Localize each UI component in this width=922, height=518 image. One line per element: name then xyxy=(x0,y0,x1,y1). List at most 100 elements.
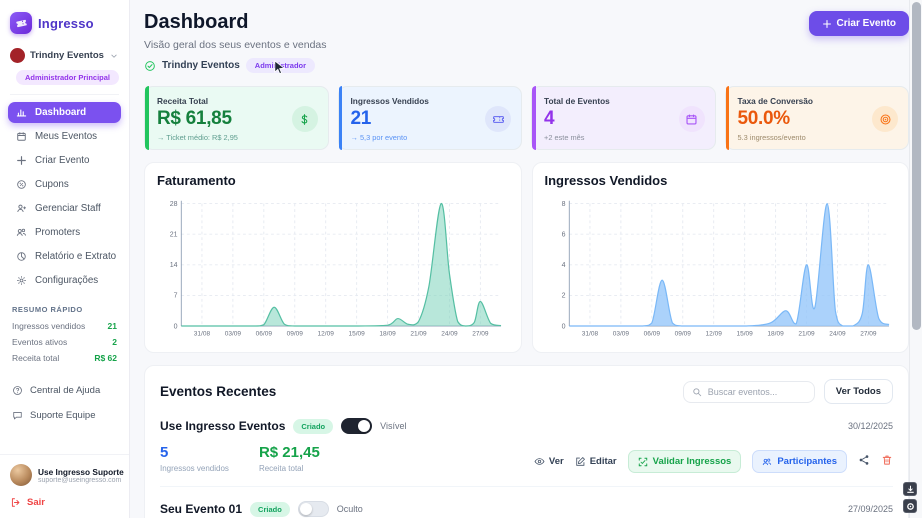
svg-text:31/08: 31/08 xyxy=(581,330,598,337)
stat-subtext: 5.3 ingressos/evento xyxy=(737,133,806,142)
stat-cards: Receita Total R$ 61,85 → Ticket médio: R… xyxy=(144,86,909,150)
summary-row: Receita total R$ 62 xyxy=(12,353,117,363)
event-tickets-stat: 5 Ingressos vendidos xyxy=(160,444,229,473)
sidebar-item-promoters[interactable]: Promoters xyxy=(8,222,121,243)
svg-text:2: 2 xyxy=(561,293,565,300)
sidebar-item-label: Criar Evento xyxy=(35,155,90,166)
validate-tickets-button[interactable]: Validar Ingressos xyxy=(627,450,742,473)
svg-text:0: 0 xyxy=(174,323,178,330)
sidebar-item-relatorio-extrato[interactable]: Relatório e Extrato xyxy=(8,246,121,267)
plus-icon xyxy=(822,19,832,29)
org-name: Trindny Eventos xyxy=(30,50,104,61)
event-revenue-stat: R$ 21,45 Receita total xyxy=(259,444,320,473)
sidebar: Ingresso Trindny Eventos Administrador P… xyxy=(0,0,130,518)
visibility-toggle[interactable] xyxy=(297,501,329,517)
eye-icon xyxy=(534,456,545,467)
sidebar-item-cupons[interactable]: Cupons xyxy=(8,174,121,195)
sidebar-item-criar-evento[interactable]: Criar Evento xyxy=(8,150,121,171)
svg-text:31/08: 31/08 xyxy=(194,330,211,337)
delete-button[interactable] xyxy=(881,454,893,469)
edit-event-button[interactable]: Editar xyxy=(575,456,617,467)
visibility-toggle[interactable] xyxy=(341,418,373,434)
quick-summary: RESUMO RÁPIDO Ingressos vendidos 21 Even… xyxy=(0,291,129,369)
scrollbar-thumb[interactable] xyxy=(912,2,921,330)
summary-value: R$ 62 xyxy=(94,353,117,363)
stat-label: Taxa de Conversão xyxy=(737,96,813,106)
faturamento-chart-card: Faturamento 0 7 14 21 28 31/08 03/09 06/09 09/09… xyxy=(144,162,522,353)
trash-icon xyxy=(881,454,893,466)
ticket-logo-icon xyxy=(10,12,32,34)
check-circle-icon xyxy=(144,60,156,72)
floating-buttons xyxy=(903,482,917,513)
page-scrollbar[interactable] xyxy=(909,0,922,518)
chevron-down-icon xyxy=(109,51,119,61)
chat-icon xyxy=(12,410,23,421)
view-event-button[interactable]: Ver xyxy=(534,456,564,467)
help-center-link[interactable]: Central de Ajuda xyxy=(12,385,117,396)
ticket-icon xyxy=(485,106,511,132)
participants-label: Participantes xyxy=(777,456,837,467)
revenue-value: R$ 21,45 xyxy=(258,444,320,461)
validate-label: Validar Ingressos xyxy=(652,456,732,467)
search-events-box[interactable] xyxy=(682,380,815,403)
logout-icon xyxy=(10,497,21,508)
user-profile[interactable]: Use Ingresso Suporte suporte@useingresso… xyxy=(10,464,124,486)
svg-text:6: 6 xyxy=(561,232,565,239)
svg-text:4: 4 xyxy=(561,262,565,269)
sidebar-item-configuracoes[interactable]: Configurações xyxy=(8,270,121,291)
download-float-button[interactable] xyxy=(903,482,917,496)
edit-icon xyxy=(575,456,586,467)
user-block: Use Ingresso Suporte suporte@useingresso… xyxy=(0,454,129,518)
create-event-label: Criar Evento xyxy=(836,18,896,29)
event-title-row: Seu Evento 01 Criado Oculto 27/09/2025 xyxy=(160,501,893,517)
svg-text:18/09: 18/09 xyxy=(379,330,396,337)
svg-text:03/09: 03/09 xyxy=(612,330,629,337)
svg-text:09/09: 09/09 xyxy=(287,330,304,337)
share-button[interactable] xyxy=(858,454,870,469)
search-icon xyxy=(692,387,702,397)
avatar xyxy=(10,464,32,486)
summary-label: Ingressos vendidos xyxy=(12,321,86,331)
record-float-button[interactable] xyxy=(903,499,917,513)
brand-logo: Ingresso xyxy=(0,0,129,42)
sidebar-item-gerenciar-staff[interactable]: Gerenciar Staff xyxy=(8,198,121,219)
support-team-link[interactable]: Suporte Equipe xyxy=(12,410,117,421)
users-icon xyxy=(762,457,772,467)
summary-label: Receita total xyxy=(12,353,60,363)
recent-events-header: Eventos Recentes Ver Todos xyxy=(160,379,893,404)
logout-button[interactable]: Sair xyxy=(10,497,119,508)
user-name: Use Ingresso Suporte xyxy=(38,466,124,477)
event-date: 27/09/2025 xyxy=(847,504,893,514)
stat-value: 4 xyxy=(544,108,555,129)
status-badge: Criado xyxy=(293,418,334,434)
sidebar-menu: Dashboard Meus Eventos Criar Evento Cupo… xyxy=(0,95,129,291)
svg-text:21: 21 xyxy=(170,232,178,239)
sidebar-item-meus-eventos[interactable]: Meus Eventos xyxy=(8,126,121,147)
faturamento-area-chart: 0 7 14 21 28 31/08 03/09 06/09 09/09 12/09 15/09 18… xyxy=(170,200,502,337)
summary-row: Eventos ativos 2 xyxy=(12,337,117,347)
page-subtitle: Visão geral dos seus eventos e vendas xyxy=(144,39,327,51)
event-row: Use Ingresso Eventos Criado Visível 30/1… xyxy=(160,404,893,473)
participants-button[interactable]: Participantes xyxy=(752,450,847,473)
search-input[interactable] xyxy=(707,386,806,397)
sidebar-item-dashboard[interactable]: Dashboard xyxy=(8,102,121,123)
stat-texts: Ingressos Vendidos 21 → 5,3 por evento xyxy=(351,96,429,142)
view-all-button[interactable]: Ver Todos xyxy=(823,379,893,404)
main-content: Dashboard Visão geral dos seus eventos e… xyxy=(130,0,922,518)
svg-text:06/09: 06/09 xyxy=(643,330,660,337)
charts-row: Faturamento 0 7 14 21 28 31/08 03/09 06/09 09/09… xyxy=(144,162,909,353)
org-selector[interactable]: Trindny Eventos xyxy=(0,42,129,65)
target-icon xyxy=(872,106,898,132)
header-left: Dashboard Visão geral dos seus eventos e… xyxy=(144,11,327,73)
svg-text:27/09: 27/09 xyxy=(472,330,489,337)
summary-title: RESUMO RÁPIDO xyxy=(12,305,83,314)
event-body: 5 Ingressos vendidos R$ 21,45 Receita to… xyxy=(160,444,893,473)
stat-card-total-eventos: Total de Eventos 4 +2 este mês xyxy=(531,86,716,150)
download-icon xyxy=(906,485,915,494)
svg-text:18/09: 18/09 xyxy=(767,330,784,337)
event-date: 30/12/2025 xyxy=(847,421,893,431)
stat-card-receita-total: Receita Total R$ 61,85 → Ticket médio: R… xyxy=(144,86,329,150)
page-title: Dashboard xyxy=(144,11,249,33)
create-event-button[interactable]: Criar Evento xyxy=(808,11,909,36)
org-name: Trindny Eventos xyxy=(162,60,240,71)
